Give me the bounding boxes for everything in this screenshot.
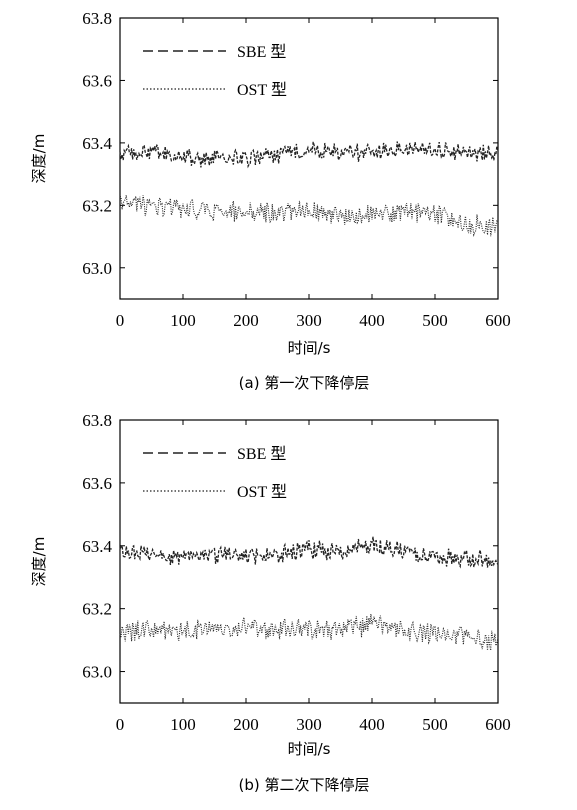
x-tick-label: 600 bbox=[485, 311, 511, 330]
x-tick-label: 500 bbox=[422, 715, 448, 734]
series-line-sbe bbox=[119, 536, 499, 569]
chart-panel-b: 0 100 200 300 400 500 600 63.0 63.2 63.4 63.6 63.8 时… bbox=[30, 411, 511, 794]
x-tick-label: 100 bbox=[170, 715, 196, 734]
legend-label-sbe: SBE 型 bbox=[237, 445, 286, 463]
x-tick-label: 0 bbox=[116, 311, 125, 330]
y-tick-label: 63.0 bbox=[82, 663, 112, 682]
x-tick-label: 400 bbox=[359, 311, 385, 330]
x-tick-label: 400 bbox=[359, 715, 385, 734]
x-tick-label: 200 bbox=[233, 311, 259, 330]
x-tick-label: 300 bbox=[296, 311, 322, 330]
y-tick-label: 63.2 bbox=[82, 600, 112, 619]
x-tick-label: 0 bbox=[116, 715, 125, 734]
legend-label-ost: OST 型 bbox=[237, 81, 287, 99]
x-tick-label: 300 bbox=[296, 715, 322, 734]
y-tick-label: 63.2 bbox=[82, 196, 112, 215]
y-tick-label: 63.8 bbox=[82, 9, 112, 28]
y-tick-label: 63.6 bbox=[82, 71, 112, 90]
y-tick-label: 63.4 bbox=[82, 537, 112, 556]
x-axis-label: 时间/s bbox=[288, 740, 331, 758]
legend-label-ost: OST 型 bbox=[237, 483, 287, 501]
x-axis-label: 时间/s bbox=[288, 339, 331, 357]
y-axis-label: 深度/m bbox=[30, 537, 48, 587]
y-tick-label: 63.4 bbox=[82, 134, 112, 153]
series-line-sbe bbox=[119, 141, 499, 169]
y-tick-label: 63.0 bbox=[82, 259, 112, 278]
y-tick-label: 63.6 bbox=[82, 474, 112, 493]
panel-caption: (a) 第一次下降停层 bbox=[239, 374, 370, 392]
x-tick-label: 200 bbox=[233, 715, 259, 734]
x-tick-label: 500 bbox=[422, 311, 448, 330]
panel-caption: (b) 第二次下降停层 bbox=[239, 776, 370, 794]
y-axis-label: 深度/m bbox=[30, 134, 48, 184]
legend-label-sbe: SBE 型 bbox=[237, 43, 286, 61]
y-tick-label: 63.8 bbox=[82, 411, 112, 430]
x-tick-label: 100 bbox=[170, 311, 196, 330]
plot-frame bbox=[119, 419, 499, 704]
x-tick-label: 600 bbox=[485, 715, 511, 734]
series-line-ost bbox=[119, 613, 499, 651]
chart-panel-a: 0 100 200 300 400 500 600 63.0 63.2 63.4 63.6 63.8 时… bbox=[30, 9, 511, 392]
series-line-ost bbox=[119, 195, 499, 237]
